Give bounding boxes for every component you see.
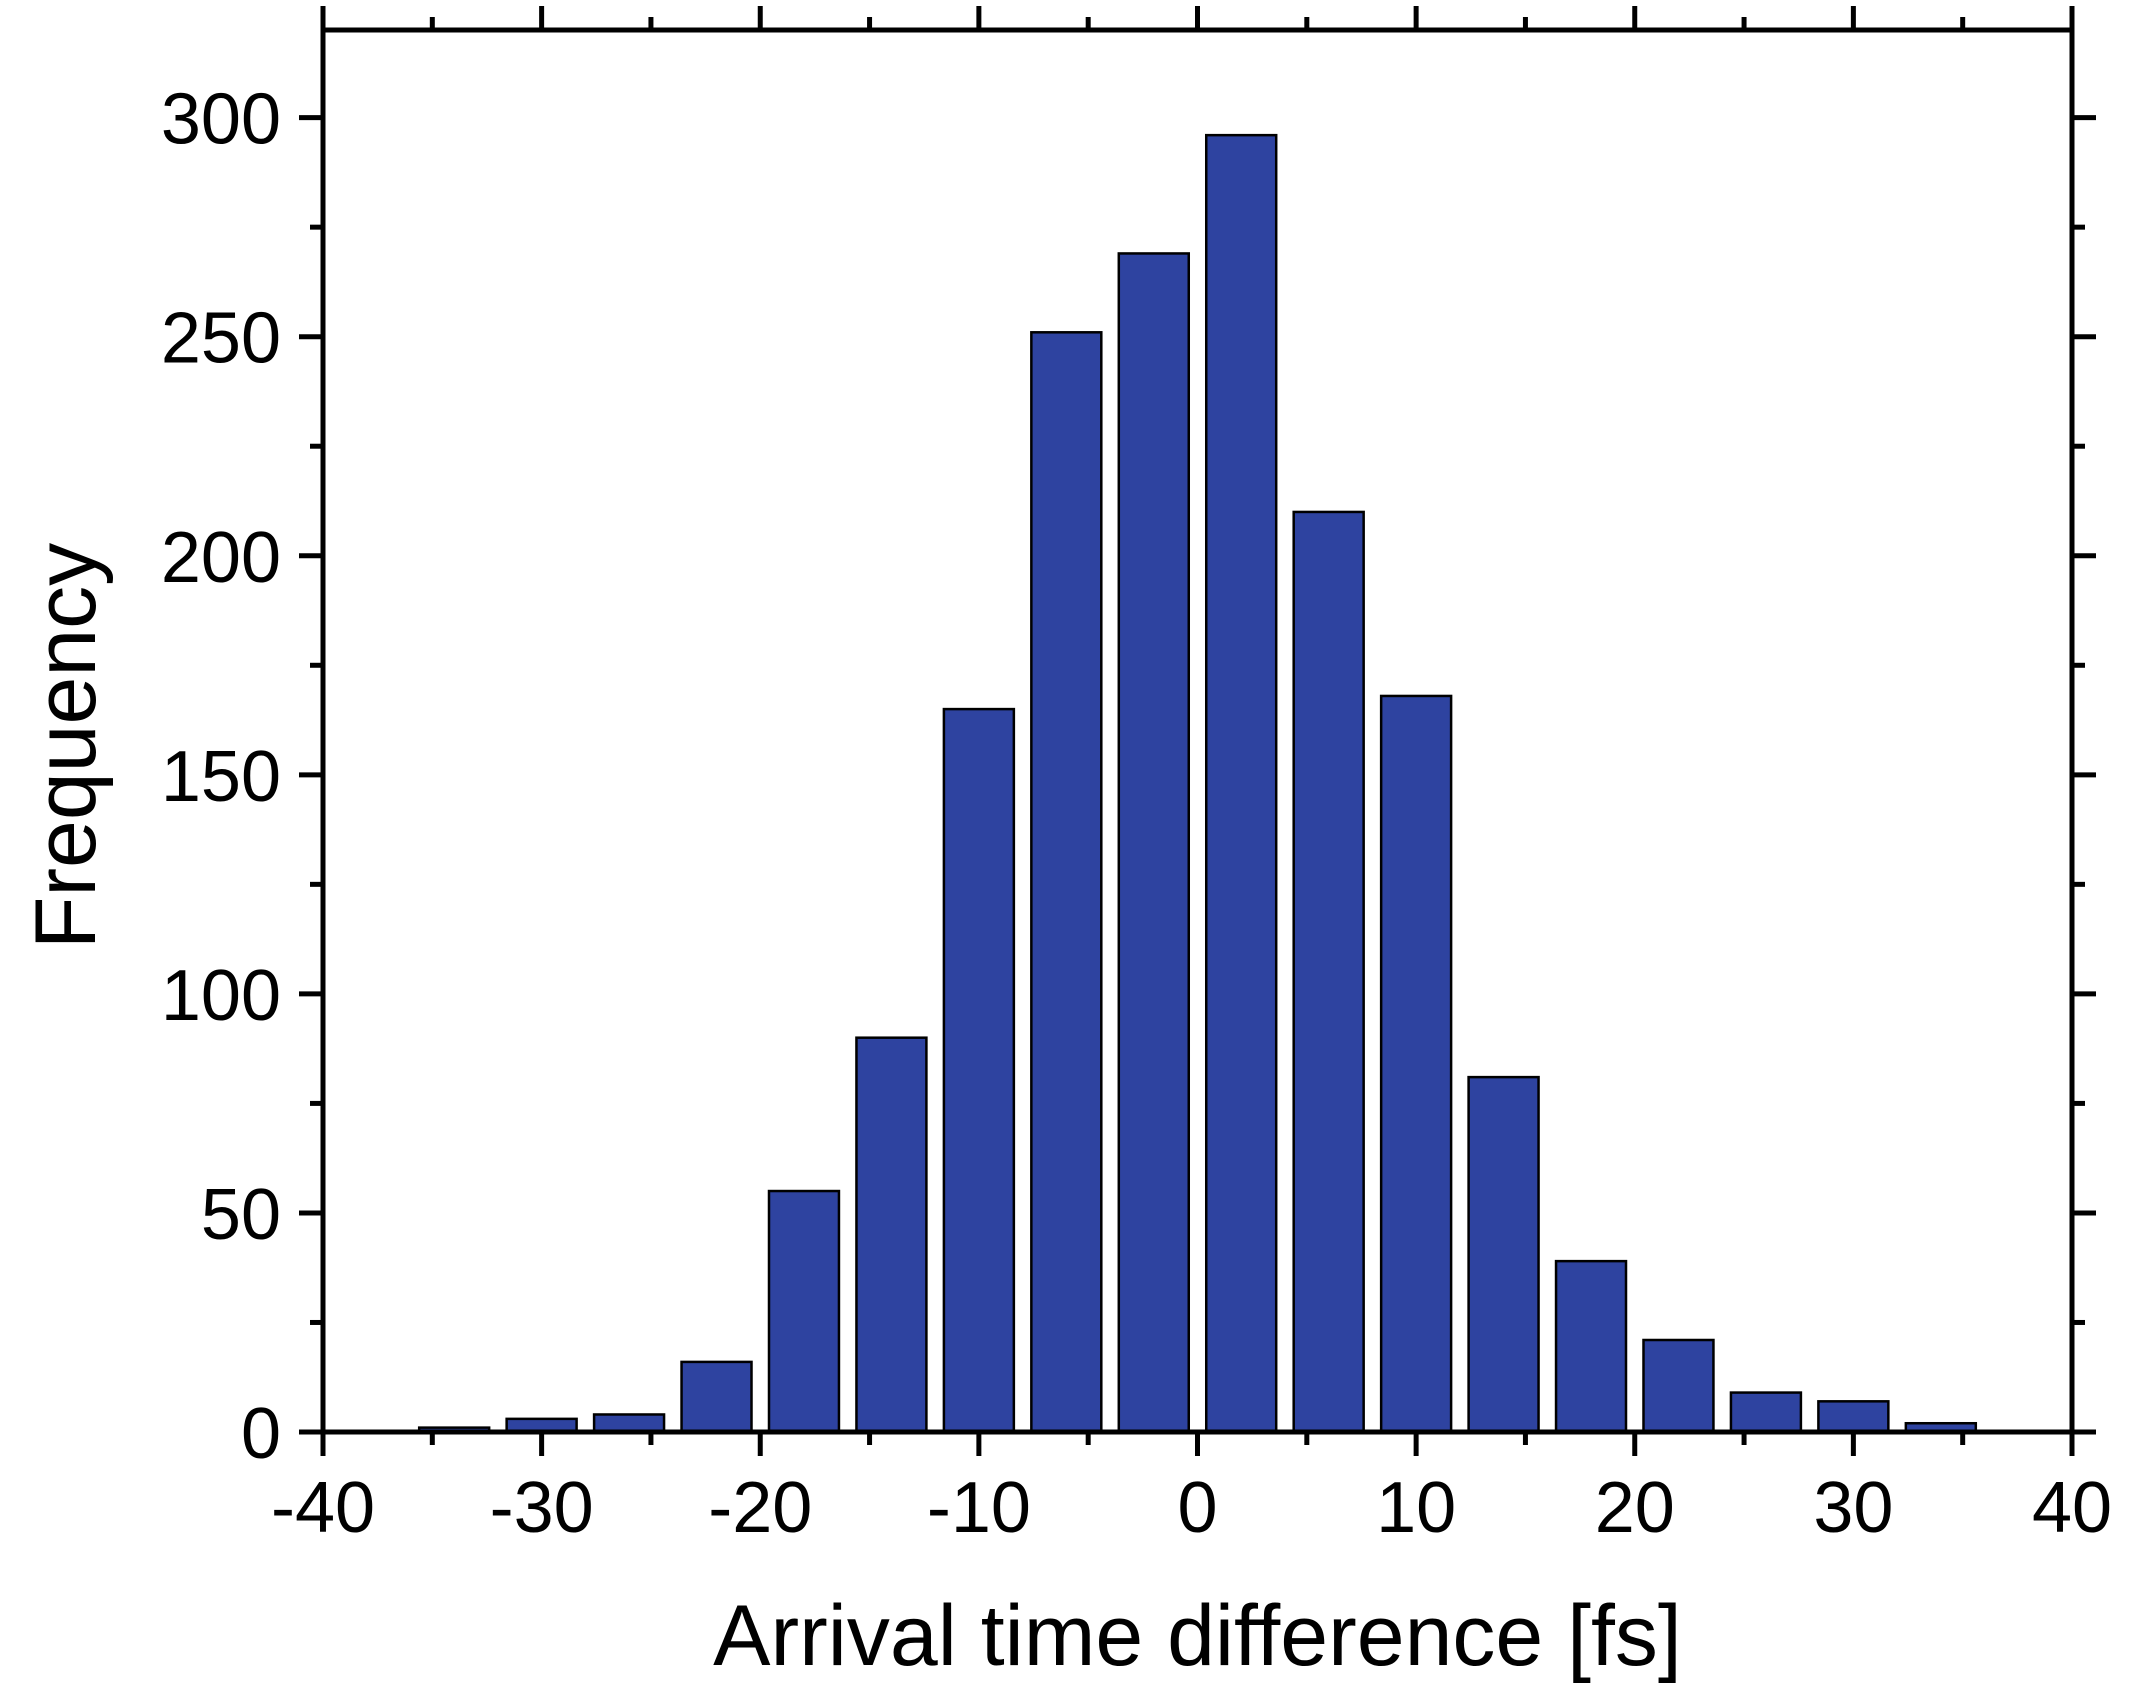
bar	[1204, 133, 1278, 1434]
bars-layer	[417, 133, 1978, 1434]
plot-frame	[320, 27, 2075, 1435]
bar	[1642, 1338, 1715, 1434]
y-axis-title: Frequency	[18, 543, 114, 949]
bar	[1554, 1259, 1628, 1434]
bar	[1817, 1400, 1890, 1434]
x-tick-label: 40	[2032, 1468, 2112, 1548]
bar	[1729, 1391, 1803, 1434]
y-tick-label: 0	[241, 1394, 281, 1474]
bar	[1292, 510, 1365, 1434]
x-tick-labels: -40 -30 -20 -10 0 10 20 30 40	[271, 1468, 2112, 1548]
bar	[855, 1036, 928, 1434]
y-tick-labels: 0 50 100 150 200 250 300	[161, 80, 281, 1474]
x-tick-label: 0	[1177, 1468, 1217, 1548]
bar	[942, 707, 1016, 1434]
y-tick-label: 150	[161, 737, 281, 817]
bar	[1467, 1075, 1540, 1434]
bar	[1117, 252, 1191, 1434]
x-tick-label: -30	[490, 1468, 594, 1548]
x-tick-label: -40	[271, 1468, 375, 1548]
x-tick-label: 20	[1595, 1468, 1675, 1548]
bar	[1379, 694, 1453, 1434]
y-tick-label: 50	[201, 1175, 281, 1255]
bar	[592, 1413, 666, 1434]
x-axis-title: Arrival time difference [fs]	[713, 1588, 1682, 1684]
y-tick-label: 300	[161, 80, 281, 160]
bar	[1030, 331, 1103, 1434]
x-tick-label: 10	[1376, 1468, 1456, 1548]
bar	[767, 1189, 841, 1434]
x-tick-label: 30	[1813, 1468, 1893, 1548]
bar	[680, 1360, 753, 1434]
y-tick-label: 200	[161, 518, 281, 598]
y-tick-label: 250	[161, 299, 281, 379]
y-tick-label: 100	[161, 956, 281, 1036]
x-tick-label: -20	[708, 1468, 812, 1548]
x-tick-label: -10	[927, 1468, 1031, 1548]
